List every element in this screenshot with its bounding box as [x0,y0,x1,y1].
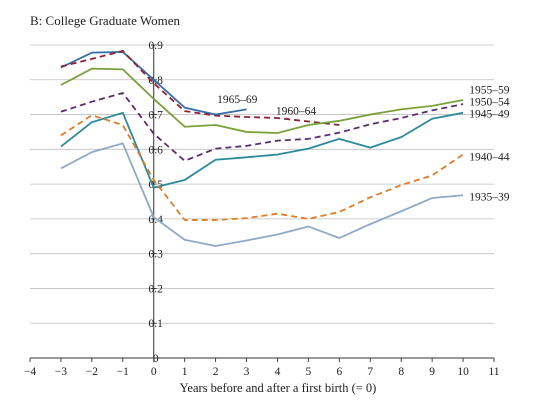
x-tick-label: 2 [213,366,219,378]
x-tick-label: −1 [117,366,129,378]
x-tick-label: 6 [336,366,342,378]
x-tick-label: −3 [55,366,67,378]
series-label: 1960–64 [276,105,317,117]
chart-title: B: College Graduate Women [30,13,180,28]
x-tick-label: 8 [398,366,404,378]
y-tick-label: 0.3 [149,249,164,261]
x-tick-label: −2 [86,366,98,378]
series-label: 1940–44 [469,151,510,163]
x-tick-label: 7 [367,366,373,378]
series-label: 1955–59 [469,85,510,97]
x-tick-label: 9 [429,366,435,378]
series-line-1945-49 [60,111,464,189]
x-tick-label: 5 [306,366,312,378]
series-label: 1935–39 [469,191,510,203]
series-line-1950-54 [60,92,464,162]
gridlines [30,44,494,324]
x-tick-label: 1 [182,366,188,378]
x-axis-label: Years before and after a first birth (= … [180,381,377,395]
series-line-1940-44 [60,114,464,221]
x-tick-label: 0 [151,366,157,378]
y-tick-label: 0.9 [149,40,164,52]
series-line-1955-59 [60,67,464,134]
x-tick-label: 10 [457,366,469,378]
y-tick-label: 0.7 [149,110,164,122]
series-label: 1945–49 [469,109,510,121]
y-tick-label: 0.4 [149,214,164,226]
y-tick-label: 0.6 [149,144,164,156]
series-lines [60,50,464,247]
y-tick-label: 0.2 [149,283,164,295]
x-tick-label: 4 [275,366,281,378]
y-tick-label: 0.1 [149,318,164,330]
series-label: 1950–54 [469,97,510,109]
series-line-1965-69 [60,51,247,116]
x-tick-label: 3 [244,366,250,378]
x-tick-label: 11 [488,366,499,378]
x-tick-label: −4 [24,366,36,378]
series-line-1935-39 [60,142,464,247]
y-tick-label: 0 [153,353,159,365]
series-label: 1965–69 [217,94,258,106]
axes: 00.10.20.30.40.50.60.70.80.9−4 −3 −2 −1 0 1 2 3… [24,40,500,378]
series-line-1960-64 [60,50,340,126]
